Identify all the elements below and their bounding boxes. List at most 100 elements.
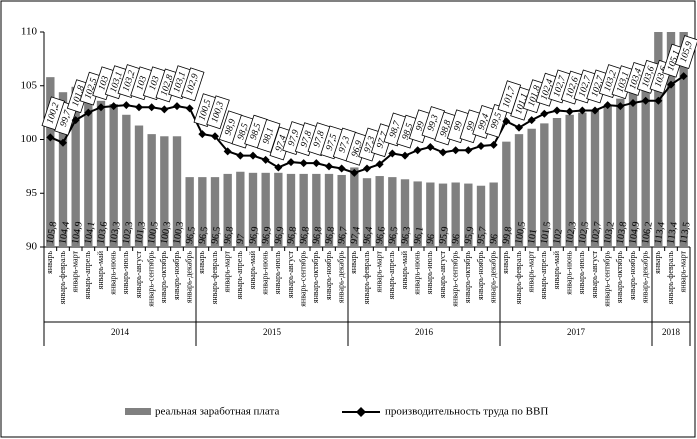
line-marker xyxy=(135,103,143,112)
bar-value-label: 104,9 xyxy=(627,221,642,245)
x-tick-label: январь-март xyxy=(70,251,79,293)
line-marker xyxy=(451,146,460,155)
bar xyxy=(160,136,169,247)
legend: реальная заработная плата производительн… xyxy=(125,406,548,418)
line-marker xyxy=(299,159,308,168)
line-value-label: 99,5 xyxy=(490,111,505,130)
bar-value-label: 96,5 xyxy=(184,226,198,245)
x-tick-label: январь-март xyxy=(526,251,535,293)
bar xyxy=(413,181,422,247)
bar-value-label: 106,2 xyxy=(640,221,655,245)
label-box xyxy=(180,67,205,102)
bar-value-label: 104,4 xyxy=(57,221,72,245)
bar xyxy=(438,183,448,247)
value-label-box: 99 xyxy=(446,109,471,144)
line-marker xyxy=(249,151,257,160)
line-marker xyxy=(59,138,67,147)
line-marker xyxy=(375,160,384,169)
value-label-box: 100,2 xyxy=(41,96,66,131)
bar xyxy=(350,167,359,247)
line-marker xyxy=(325,162,333,171)
line-marker xyxy=(147,103,156,112)
year-label: 2014 xyxy=(111,327,130,337)
bar-value-label: 96,8 xyxy=(222,226,236,245)
bar xyxy=(679,32,688,247)
bar-value-label: 113,4 xyxy=(665,221,680,245)
x-tick-label: январь-ноябрь xyxy=(324,251,333,300)
bar xyxy=(312,173,321,247)
x-tick-label: январь-ноябрь xyxy=(628,251,637,300)
y-tick-label: 95 xyxy=(26,187,38,199)
line-marker xyxy=(654,96,663,105)
line-marker xyxy=(477,141,485,150)
bar-value-label: 103,8 xyxy=(615,221,630,245)
line-marker xyxy=(464,146,473,155)
line-marker xyxy=(401,151,409,160)
bar xyxy=(286,173,296,247)
bar-value-label: 96 xyxy=(450,233,463,245)
bar xyxy=(362,178,372,247)
x-tick-label: январь xyxy=(197,251,206,274)
bar xyxy=(96,100,106,247)
x-tick-label: январь-сентябрь xyxy=(298,251,307,307)
y-tick-label: 100 xyxy=(21,133,38,145)
bar xyxy=(654,32,663,248)
line-marker xyxy=(439,148,447,157)
label-box xyxy=(674,35,697,70)
bar xyxy=(375,176,384,247)
line-marker xyxy=(97,103,105,112)
bar-value-label: 96,8 xyxy=(323,226,337,245)
line-marker xyxy=(388,149,397,158)
bar-value-label: 103,6 xyxy=(95,221,110,245)
bar-value-label: 96,9 xyxy=(247,226,261,245)
value-label-box: 99,7 xyxy=(54,101,78,136)
bar-value-label: 99,8 xyxy=(501,226,515,245)
x-tick-label: январь-март xyxy=(222,251,231,293)
bar xyxy=(109,104,118,248)
line-marker xyxy=(591,106,599,115)
x-tick-label: январь-ноябрь xyxy=(172,251,181,300)
bar xyxy=(451,182,460,247)
bar xyxy=(46,77,55,248)
bar-value-label: 102,5 xyxy=(577,221,592,245)
x-tick-label: январь-июнь xyxy=(260,251,269,295)
bar-value-label: 96,9 xyxy=(273,226,287,245)
line-value-label: 98,9 xyxy=(224,118,239,137)
bar-value-label: 96,5 xyxy=(197,226,211,245)
bar-value-label: 113,5 xyxy=(678,221,693,245)
line-marker xyxy=(274,163,283,172)
value-label-box: 101,7 xyxy=(497,80,522,115)
bar xyxy=(172,136,182,247)
bar xyxy=(198,177,207,247)
bar-value-label: 105,8 xyxy=(45,221,60,245)
x-tick-label: январь-февраль xyxy=(514,251,523,305)
x-tick-label: январь-июнь xyxy=(564,251,573,295)
x-tick-label: январь-август xyxy=(590,251,599,299)
bar xyxy=(616,98,625,248)
x-tick-label: январь-июнь xyxy=(412,251,421,295)
bar xyxy=(464,183,473,247)
bar-value-label: 96,8 xyxy=(285,226,299,245)
bar xyxy=(58,92,68,247)
bar xyxy=(134,125,144,247)
bar xyxy=(426,182,435,247)
x-tick-label: январь-декабрь xyxy=(184,251,193,304)
line-value-label: 103 xyxy=(148,75,162,92)
bar xyxy=(84,95,93,247)
bar-value-label: 100,5 xyxy=(146,221,161,245)
legend-marker xyxy=(356,407,366,417)
bar-value-label: 101,3 xyxy=(133,221,148,245)
bar-value-label: 96 xyxy=(425,233,438,245)
line-marker xyxy=(223,147,232,156)
x-tick-label: январь-август xyxy=(286,251,295,299)
line-marker xyxy=(109,102,118,111)
bar xyxy=(248,172,258,247)
value-label-box: 105,9 xyxy=(674,35,697,70)
bar-value-label: 100,3 xyxy=(171,221,186,245)
x-tick-label: январь-декабрь xyxy=(640,251,649,304)
x-tick-label: январь-апрель xyxy=(539,251,548,300)
line-marker xyxy=(565,107,574,116)
x-tick-label: январь-апрель xyxy=(387,251,396,300)
line-value-label: 98,5 xyxy=(249,122,264,141)
